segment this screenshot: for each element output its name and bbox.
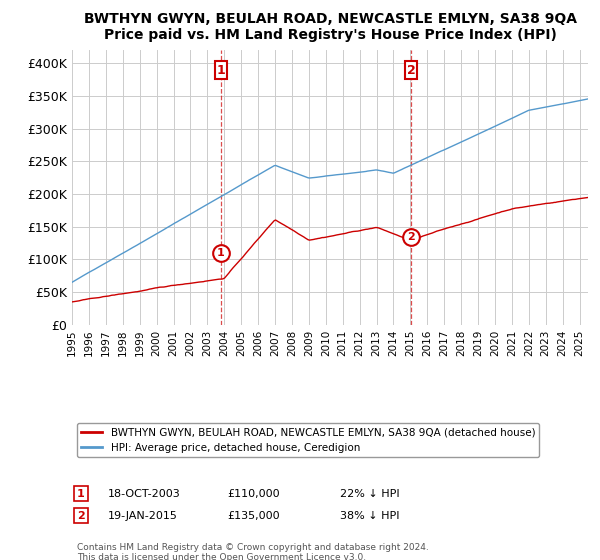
Text: 19-JAN-2015: 19-JAN-2015 — [108, 511, 178, 520]
Text: 1: 1 — [217, 63, 225, 77]
Text: 2: 2 — [407, 232, 415, 241]
Text: 2: 2 — [77, 511, 85, 520]
FancyBboxPatch shape — [215, 61, 227, 79]
Title: BWTHYN GWYN, BEULAH ROAD, NEWCASTLE EMLYN, SA38 9QA
Price paid vs. HM Land Regis: BWTHYN GWYN, BEULAH ROAD, NEWCASTLE EMLY… — [83, 12, 577, 43]
Text: 38% ↓ HPI: 38% ↓ HPI — [340, 511, 400, 520]
Text: 1: 1 — [217, 248, 225, 258]
Text: 22% ↓ HPI: 22% ↓ HPI — [340, 488, 400, 498]
FancyBboxPatch shape — [405, 61, 417, 79]
Text: 1: 1 — [77, 488, 85, 498]
Text: £135,000: £135,000 — [227, 511, 280, 520]
Legend: BWTHYN GWYN, BEULAH ROAD, NEWCASTLE EMLYN, SA38 9QA (detached house), HPI: Avera: BWTHYN GWYN, BEULAH ROAD, NEWCASTLE EMLY… — [77, 423, 539, 457]
Text: 18-OCT-2003: 18-OCT-2003 — [108, 488, 181, 498]
Text: Contains HM Land Registry data © Crown copyright and database right 2024.
This d: Contains HM Land Registry data © Crown c… — [77, 543, 429, 560]
Text: £110,000: £110,000 — [227, 488, 280, 498]
Text: 2: 2 — [407, 63, 416, 77]
